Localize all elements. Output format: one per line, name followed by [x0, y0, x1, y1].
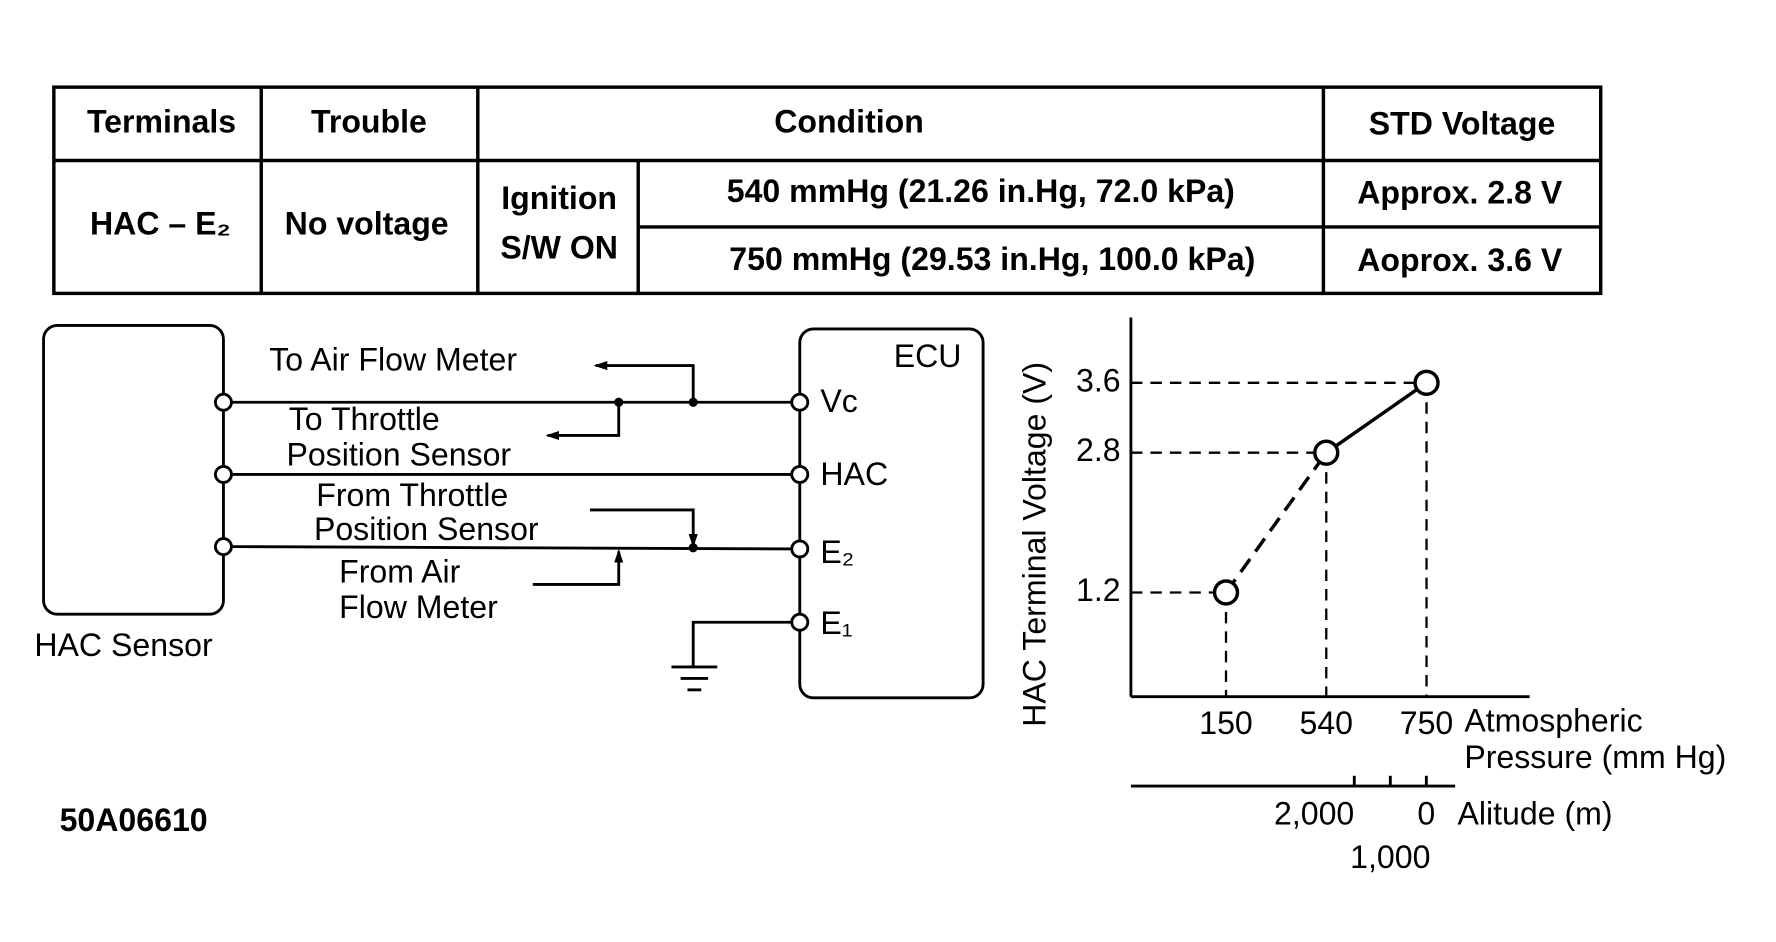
x-tick-label: 150 [1199, 705, 1253, 741]
x-tick-label: 540 [1300, 705, 1354, 741]
point [1413, 369, 1440, 396]
x2-tick-label: 0 [1417, 795, 1435, 831]
x-tick-label: 750 [1400, 705, 1454, 741]
ecu-label: ECU [894, 338, 962, 374]
wire-label: Position Sensor [286, 437, 511, 473]
x2-tick-label: 2,000 [1274, 795, 1354, 831]
cell: Aoprox. 3.6 V [1357, 242, 1563, 278]
cell: No voltage [285, 205, 449, 241]
terminal-label: Vc [820, 383, 857, 419]
y-tick-label: 3.6 [1076, 362, 1121, 398]
point [1313, 439, 1340, 466]
figure-id: 50A06610 [60, 802, 208, 838]
wire-label: To Throttle [289, 401, 440, 437]
y-axis-label: HAC Terminal Voltage (V) [1016, 362, 1052, 727]
wire-label: To Air Flow Meter [269, 342, 517, 378]
header-cell: STD Voltage [1369, 106, 1556, 142]
table-grid [52, 85, 1603, 296]
chart: HAC Terminal Voltage (V) Atmospheric Pre… [1016, 317, 1726, 875]
line-segment [1224, 451, 1328, 594]
x-axis-label: Atmospheric [1464, 703, 1642, 739]
cell: Ignition [501, 180, 617, 216]
y-tick-label: 2.8 [1076, 432, 1121, 468]
wire-label: From Throttle [316, 477, 508, 513]
cell: HAC – E₂ [90, 205, 231, 241]
wiring [42, 324, 985, 700]
wire-label: Flow Meter [339, 589, 498, 625]
header-cell: Condition [774, 103, 924, 139]
x-axis-label: Pressure (mm Hg) [1464, 739, 1726, 775]
table-text: Terminals Trouble Condition STD Voltage … [87, 103, 1563, 278]
y-tick-label: 1.2 [1076, 572, 1121, 608]
wire-label: From Air [339, 554, 461, 590]
x2-tick-label: 1,000 [1350, 839, 1430, 875]
cell: S/W ON [500, 229, 618, 265]
point [1212, 579, 1240, 606]
header-cell: Terminals [87, 103, 236, 139]
terminal-label: HAC [820, 456, 888, 492]
line-segment [1325, 381, 1428, 455]
terminal-label: E₂ [820, 534, 854, 570]
terminal-label: E₁ [820, 605, 852, 641]
wire-label: Position Sensor [314, 511, 539, 547]
cell: 750 mmHg (29.53 in.Hg, 100.0 kPa) [729, 241, 1255, 277]
x2-axis-label: Alitude (m) [1457, 795, 1612, 831]
sensor-label: HAC Sensor [34, 627, 213, 663]
header-cell: Trouble [311, 103, 427, 139]
cell: 540 mmHg (21.26 in.Hg, 72.0 kPa) [727, 173, 1235, 209]
cell: Approx. 2.8 V [1357, 174, 1563, 210]
